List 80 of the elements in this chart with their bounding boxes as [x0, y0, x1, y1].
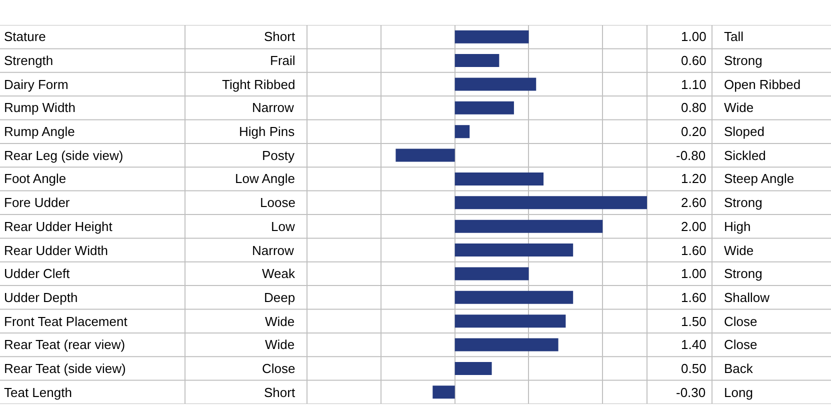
- y-tick-label: Dairy Form: [4, 77, 68, 92]
- y-tick-label: Rear Udder Height: [4, 219, 113, 234]
- y-tick-label: Udder Depth: [4, 290, 78, 305]
- text: Posty: [262, 148, 296, 163]
- text: Sickled: [724, 148, 766, 163]
- bar: [454, 267, 529, 280]
- text: Short: [264, 29, 296, 44]
- bar: [396, 148, 455, 162]
- bar: [454, 196, 647, 210]
- text: High: [724, 219, 751, 234]
- y-tick-label: Rear Teat (side view): [4, 361, 126, 376]
- y-tick-label: Rear Leg (side view): [4, 148, 124, 163]
- data-label: 1.40: [681, 337, 706, 352]
- y-tick-label: Foot Angle: [4, 171, 66, 186]
- text: Wide: [265, 337, 295, 352]
- text: Strong: [724, 53, 762, 68]
- bar: [454, 54, 500, 68]
- y-tick-label: Stature: [4, 29, 46, 44]
- bar: [454, 220, 603, 233]
- data-label: 1.50: [681, 314, 706, 329]
- data-label: 1.60: [681, 290, 706, 305]
- bar: [454, 362, 492, 375]
- y-tick-label: Udder Cleft: [4, 266, 70, 281]
- bar: [432, 386, 455, 399]
- text: Close: [262, 361, 296, 376]
- data-label: 1.10: [681, 77, 706, 92]
- bar: [454, 172, 544, 186]
- bar: [454, 290, 574, 304]
- data-label: -0.30: [676, 385, 706, 400]
- text: Tight Ribbed: [222, 77, 296, 92]
- text: Close: [724, 337, 758, 352]
- text: Wide: [724, 100, 754, 115]
- text: Long: [724, 385, 753, 400]
- data-label: 1.00: [681, 29, 706, 44]
- bar: [454, 30, 529, 44]
- data-label: 1.60: [681, 243, 706, 258]
- y-tick-label: Strength: [4, 53, 54, 68]
- text: Narrow: [252, 100, 295, 115]
- bar: [454, 338, 558, 352]
- y-tick-label: Teat Length: [4, 385, 72, 400]
- text: Tall: [724, 29, 744, 44]
- y-tick-label: Rump Width: [4, 100, 76, 115]
- text: Frail: [270, 53, 296, 68]
- text: Deep: [264, 290, 296, 305]
- y-tick-label: Rear Teat (rear view): [4, 337, 126, 352]
- bar: [454, 244, 574, 257]
- data-label: 2.60: [681, 195, 706, 210]
- bar: [454, 314, 566, 328]
- y-tick-label: Rump Angle: [4, 124, 75, 139]
- bar: [454, 125, 470, 138]
- text: Low Angle: [235, 171, 295, 186]
- text: Shallow: [724, 290, 770, 305]
- y-tick-label: Front Teat Placement: [4, 314, 128, 329]
- text: Short: [264, 385, 296, 400]
- data-label: 2.00: [681, 219, 706, 234]
- text: Steep Angle: [724, 171, 794, 186]
- data-label: 0.20: [681, 124, 706, 139]
- y-tick-label: Fore Udder: [4, 195, 70, 210]
- data-label: 0.80: [681, 100, 706, 115]
- data-label: -0.80: [676, 148, 706, 163]
- data-label: 1.20: [681, 171, 706, 186]
- data-label: 0.60: [681, 53, 706, 68]
- text: Strong: [724, 195, 762, 210]
- text: Narrow: [252, 243, 295, 258]
- text: Low: [271, 219, 296, 234]
- text: Weak: [262, 266, 296, 281]
- text: Open Ribbed: [724, 77, 801, 92]
- text: Sloped: [724, 124, 764, 139]
- y-tick-label: Rear Udder Width: [4, 243, 108, 258]
- text: Strong: [724, 266, 762, 281]
- data-label: 0.50: [681, 361, 706, 376]
- text: Loose: [260, 195, 296, 210]
- text: Wide: [724, 243, 754, 258]
- text: Close: [724, 314, 758, 329]
- bar: [454, 101, 514, 114]
- text: Wide: [265, 314, 295, 329]
- bar: [454, 78, 536, 91]
- data-label: 1.00: [681, 266, 706, 281]
- text: High Pins: [239, 124, 296, 139]
- text: Back: [724, 361, 754, 376]
